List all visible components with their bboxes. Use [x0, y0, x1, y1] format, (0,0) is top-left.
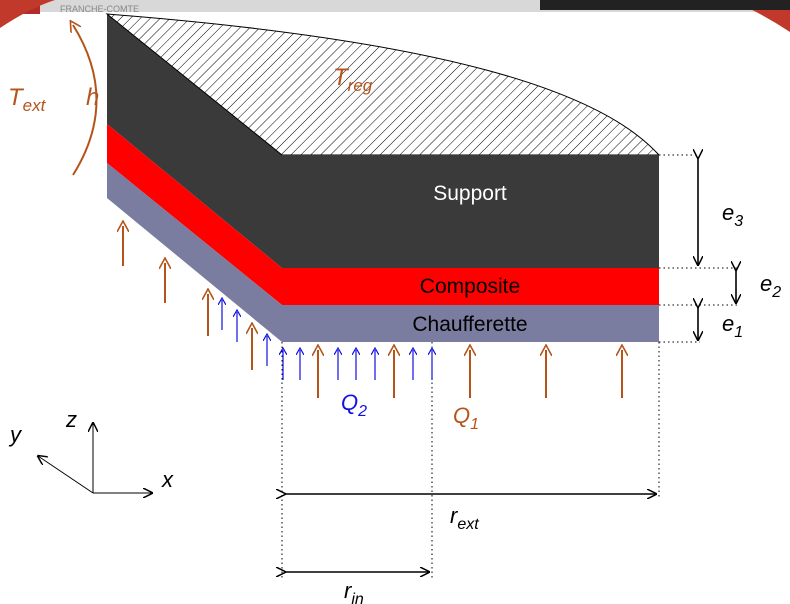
svg-text:e1: e1 — [722, 311, 743, 341]
t-reg-label: Treg — [333, 64, 373, 95]
svg-text:Treg: Treg — [333, 64, 373, 95]
t-ext-label: Text — [8, 84, 47, 115]
svg-text:e2: e2 — [760, 271, 781, 301]
chaufferette-side-face — [107, 163, 282, 342]
composite-layer — [282, 268, 659, 305]
r-in-dimension: rin — [285, 572, 429, 604]
q1-label: Q1 — [453, 403, 479, 433]
svg-text:e3: e3 — [722, 200, 743, 230]
e2-dimension: e2 — [736, 270, 781, 303]
svg-text:Text: Text — [8, 84, 47, 115]
e1-dimension: e1 — [698, 307, 743, 341]
support-side-face — [107, 14, 282, 268]
chaufferette-label: Chaufferette — [412, 313, 527, 336]
header-fragment-text: FRANCHE-COMTE — [60, 4, 139, 14]
y-axis-label: y — [8, 422, 23, 447]
svg-text:Q1: Q1 — [453, 403, 479, 433]
y-axis — [38, 456, 94, 494]
svg-text:Q2: Q2 — [341, 390, 367, 420]
top-surface-hatched — [105, 13, 661, 156]
support-layer — [282, 155, 659, 268]
svg-text:rin: rin — [344, 578, 364, 604]
e3-dimension: e3 — [698, 158, 743, 265]
x-axis-label: x — [161, 467, 174, 492]
z-axis-label: z — [65, 407, 77, 432]
support-label: Support — [433, 182, 507, 205]
svg-text:rext: rext — [450, 503, 479, 533]
header-photo-strip: FRANCHE-COMTE — [0, 0, 790, 32]
r-ext-dimension: rext — [285, 494, 656, 533]
composite-side-face — [107, 124, 282, 305]
convection-curved-arrow — [73, 25, 98, 176]
q1-flux-arrows — [123, 226, 622, 398]
coordinate-axes: z x y — [8, 407, 174, 493]
q2-flux-arrows — [222, 300, 432, 380]
composite-label: Composite — [420, 275, 520, 298]
q2-label: Q2 — [341, 390, 367, 420]
chaufferette-layer — [282, 305, 659, 342]
